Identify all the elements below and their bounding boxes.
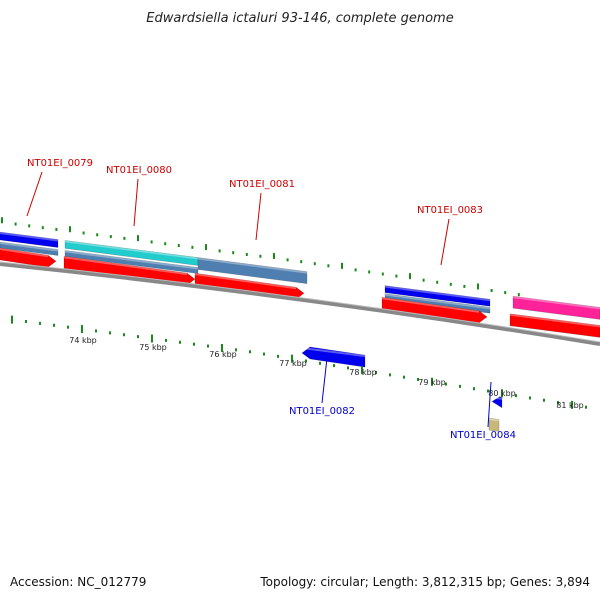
feature-bar-steelblue-3 [197, 257, 308, 284]
cds-arrow-4-shine [382, 297, 479, 313]
feature-bar-steelblue-2 [64, 250, 199, 274]
axis-label: 77 kbp [279, 359, 307, 368]
gene-label[interactable]: NT01EI_0084 [450, 430, 516, 441]
backbone-layer [0, 261, 600, 346]
feature-bar-steelblue-2-shine [65, 250, 198, 270]
cds-arrow-5 [509, 313, 600, 338]
cds-arrow-3-shine [195, 273, 296, 290]
axis-label: 80 kbp [488, 389, 516, 398]
minus-feature-khaki-shine [489, 418, 499, 422]
feature-bar-steelblue-4 [384, 293, 491, 314]
gene-labels: NT01EI_0079 NT01EI_0080 NT01EI_0081 NT01EI_… [26, 158, 516, 441]
axis-label: 81 kbp [556, 401, 584, 410]
feature-bar-magenta-1-shine [513, 296, 600, 310]
feature-bar-blue-1-shine [0, 232, 58, 242]
gene-label[interactable]: NT01EI_0080 [106, 165, 172, 176]
gene-label[interactable]: NT01EI_0082 [289, 406, 355, 417]
feature-tracks [0, 231, 600, 432]
axis-label: 79 kbp [418, 378, 446, 387]
gene-leader-line [440, 218, 450, 266]
map-title: Edwardsiella ictaluri 93-146, complete g… [146, 11, 453, 26]
feature-bar-steelblue-1-shine [0, 242, 58, 252]
cds-arrow-3 [194, 272, 305, 300]
cds-arrow-5-shine [510, 313, 600, 328]
axis-label: 78 kbp [349, 368, 377, 377]
feature-bar-steelblue-4-shine [385, 293, 490, 310]
gene-leader-line [133, 178, 139, 227]
feature-bar-magenta-1 [512, 295, 600, 320]
minus-feature-0084 [491, 396, 503, 409]
minus-feature-0082-shine [302, 346, 365, 358]
gene-leader-line [321, 357, 328, 404]
genome-summary-text: Topology: circular; Length: 3,812,315 bp… [259, 575, 590, 589]
genome-backbone-highlight [0, 261, 600, 343]
tick-marks [1, 217, 587, 409]
cds-arrow-4 [381, 296, 488, 324]
gene-leader-line [26, 171, 43, 217]
gene-leader-line [255, 192, 262, 241]
cds-arrow-2 [63, 255, 196, 286]
accession-text: Accession: NC_012779 [10, 575, 146, 589]
feature-bar-steelblue-3-shine [198, 257, 307, 274]
feature-bar-steelblue-1 [0, 241, 59, 256]
feature-bar-cyan-1-shine [65, 240, 198, 260]
gene-label[interactable]: NT01EI_0079 [27, 158, 93, 169]
minus-feature-0082 [301, 346, 366, 368]
cds-arrow-1-shine [0, 248, 48, 258]
axis-labels: 74 kbp 75 kbp 76 kbp 77 kbp 78 kbp 79 kbp 80 k… [69, 336, 584, 410]
axis-label: 74 kbp [69, 336, 97, 345]
axis-label: 75 kbp [139, 343, 167, 352]
feature-bar-blue-2-shine [385, 285, 490, 302]
gene-label[interactable]: NT01EI_0083 [417, 205, 483, 216]
gene-leader-line [487, 381, 492, 428]
minus-feature-khaki [488, 417, 500, 432]
feature-bar-blue-1 [0, 231, 59, 248]
gene-label[interactable]: NT01EI_0081 [229, 179, 295, 190]
feature-bar-blue-2 [384, 285, 491, 307]
axis-label: 76 kbp [209, 350, 237, 359]
genome-backbone [0, 262, 600, 346]
cds-arrow-1 [0, 247, 57, 268]
minus-feature-0084-shine [492, 396, 502, 400]
cds-arrow-2-shine [64, 256, 187, 276]
